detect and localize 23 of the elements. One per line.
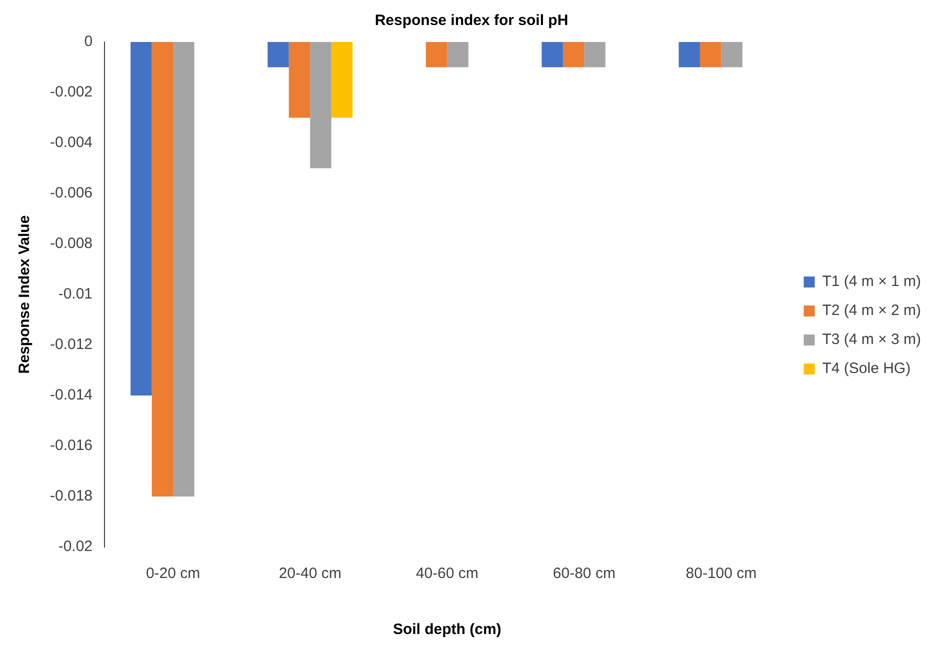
y-tick-label: -0.016 [50, 437, 93, 454]
y-tick-label: 0 [84, 33, 93, 50]
y-tick-label: -0.014 [50, 386, 93, 404]
x-tick-label: 40-60 cm [416, 565, 478, 582]
legend-label: T2 (4 m × 2 m) [822, 302, 922, 320]
chart-title: Response index for soil pH [374, 12, 568, 30]
x-tick-label: 0-20 cm [146, 565, 200, 582]
x-tick-label: 80-100 cm [686, 565, 757, 582]
y-tick-label: -0.004 [50, 134, 93, 152]
y-tick-label: -0.01 [58, 286, 93, 303]
x-axis-title: Soil depth (cm) [392, 621, 502, 638]
legend-label: T3 (4 m × 3 m) [822, 331, 922, 348]
x-tick-label: 20-40 cm [278, 565, 342, 582]
y-tick-label: -0.02 [58, 538, 93, 556]
legend-label: T1 (4 m × 1 m) [822, 273, 922, 290]
y-tick-label: -0.018 [50, 488, 93, 505]
y-tick-label: -0.002 [50, 84, 93, 101]
y-axis-title: Response Index Value [16, 215, 34, 374]
y-tick-label: -0.006 [50, 184, 93, 202]
y-tick-label: -0.008 [50, 235, 93, 252]
y-tick-label: -0.012 [50, 336, 93, 354]
legend-label: T4 (Sole HG) [822, 360, 911, 378]
x-tick-label: 60-80 cm [552, 565, 616, 582]
